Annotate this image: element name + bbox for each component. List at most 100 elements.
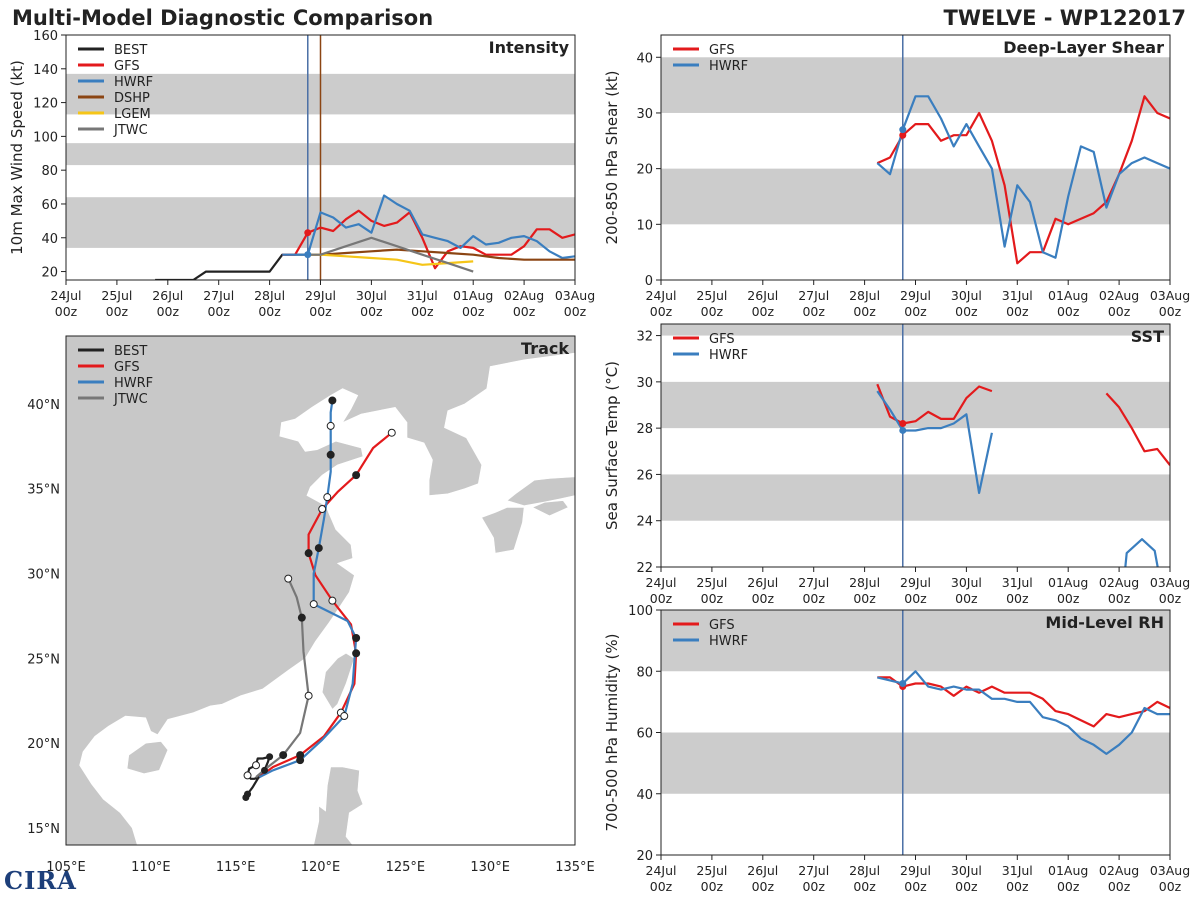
track-hwrf-marker (326, 421, 335, 430)
intensity-series-gfs-1 (282, 209, 575, 270)
sst-xtick-label: 27Jul (798, 575, 829, 590)
sst-legend-label-hwrf: HWRF (709, 348, 748, 363)
land-area-0 (66, 336, 575, 845)
track-gfs-marker (328, 596, 337, 605)
shear-chart: 01020304024Jul00z25Jul00z26Jul00z27Jul00… (603, 34, 1190, 319)
intensity-xtick-sub: 00z (513, 304, 536, 319)
land-area-4 (481, 507, 525, 554)
track-ytick-label: 40°N (27, 398, 60, 413)
intensity-ytick-label: 20 (41, 266, 58, 281)
track-frame (65, 335, 576, 846)
rh-init-point-hwrf (899, 680, 907, 687)
intensity-ytick-label: 80 (41, 164, 58, 179)
shear-ytick-label: 0 (645, 274, 653, 289)
intensity-series-best-0 (155, 253, 308, 280)
rh-xtick-label: 02Aug (1099, 863, 1139, 878)
track-gfs-marker (318, 505, 327, 514)
track-jtwc-marker (297, 613, 306, 622)
shear-xtick-sub: 00z (904, 304, 927, 319)
intensity-xtick-label: 03Aug (555, 288, 595, 303)
track-legend-label-gfs: GFS (114, 360, 140, 375)
rh-xtick-sub: 00z (955, 879, 978, 894)
rh-xtick-label: 25Jul (696, 863, 727, 878)
cira-logo: CIRA (4, 866, 77, 895)
shear-xtick-label: 28Jul (849, 288, 880, 303)
rh-xtick-label: 26Jul (747, 863, 778, 878)
intensity-ytick-label: 40 (41, 232, 58, 247)
sst-chart: 22242628303224Jul00z25Jul00z26Jul00z27Ju… (603, 323, 1190, 606)
rh-ytick-label: 40 (636, 788, 653, 803)
shear-xtick-sub: 00z (1108, 304, 1131, 319)
land-area-1 (126, 741, 169, 775)
track-hwrf-marker (296, 756, 305, 765)
intensity-ytick-label: 100 (33, 130, 58, 145)
track-gfs-marker (352, 471, 361, 480)
sst-xtick-sub: 00z (1006, 591, 1029, 606)
shear-series-group (876, 95, 1170, 265)
sst-xtick-label: 31Jul (1002, 575, 1033, 590)
land-area-2 (321, 652, 355, 710)
shear-legend-label-hwrf: HWRF (709, 59, 748, 74)
shear-xtick-label: 27Jul (798, 288, 829, 303)
rh-xtick-label: 28Jul (849, 863, 880, 878)
sst-init-point-gfs (899, 420, 907, 428)
track-ytick-label: 30°N (27, 568, 60, 583)
intensity-legend-label-hwrf: HWRF (114, 75, 153, 90)
intensity-ytick-label: 140 (33, 63, 58, 78)
rh-xtick-label: 01Aug (1048, 863, 1088, 878)
rh-xtick-label: 31Jul (1002, 863, 1033, 878)
track-map-layer (66, 336, 575, 845)
track-best-marker (243, 771, 252, 780)
shear-xtick-label: 29Jul (900, 288, 931, 303)
intensity-ytick-label: 160 (33, 29, 58, 44)
shear-series-gfs-0 (876, 95, 1170, 265)
sst-xtick-sub: 00z (752, 591, 775, 606)
track-ytick-label: 25°N (27, 652, 60, 667)
sst-xtick-label: 29Jul (900, 575, 931, 590)
intensity-xtick-label: 24Jul (51, 288, 82, 303)
sst-xtick-sub: 00z (955, 591, 978, 606)
sst-ytick-label: 24 (636, 515, 653, 530)
intensity-ylabel: 10m Max Wind Speed (kt) (8, 60, 26, 255)
shear-xtick-label: 02Aug (1099, 288, 1139, 303)
track-jtwc-marker (279, 751, 288, 760)
rh-series-hwrf-1 (877, 670, 1170, 756)
sst-series-hwrf-2 (876, 390, 993, 494)
rh-xtick-sub: 00z (904, 879, 927, 894)
sst-ytick-label: 32 (636, 330, 653, 345)
track-hwrf-marker (328, 396, 337, 405)
intensity-ytick-label: 120 (33, 97, 58, 112)
track-hwrf-marker (340, 712, 349, 721)
intensity-xtick-sub: 00z (55, 304, 78, 319)
intensity-series-hwrf-2 (282, 194, 575, 260)
intensity-xtick-label: 27Jul (203, 288, 234, 303)
track-xtick-label: 110°E (131, 860, 171, 875)
rh-xtick-label: 24Jul (646, 863, 677, 878)
rh-band-0 (661, 732, 1170, 794)
shear-xtick-sub: 00z (1159, 304, 1182, 319)
sst-band-2 (661, 324, 1170, 336)
sst-title: SST (1131, 327, 1164, 346)
sst-init-point-hwrf (899, 426, 907, 434)
intensity-series-jtwc-5 (307, 236, 474, 273)
shear-xtick-sub: 00z (802, 304, 825, 319)
intensity-xtick-label: 25Jul (101, 288, 132, 303)
track-title: Track (521, 339, 569, 358)
shear-init-point-hwrf (899, 126, 907, 134)
track-best-marker (252, 761, 261, 770)
sst-xtick-label: 28Jul (849, 575, 880, 590)
intensity-xtick-label: 31Jul (407, 288, 438, 303)
track-best-marker (266, 753, 274, 761)
track-hwrf-marker (314, 544, 323, 553)
shear-xtick-sub: 00z (701, 304, 724, 319)
track-gfs-marker (387, 428, 396, 437)
intensity-series-dshp-3 (307, 248, 575, 261)
rh-ytick-label: 80 (636, 665, 653, 680)
rh-xtick-sub: 00z (701, 879, 724, 894)
shear-xtick-sub: 00z (752, 304, 775, 319)
sst-xtick-sub: 00z (1108, 591, 1131, 606)
sst-series-hwrf-3 (1124, 538, 1159, 567)
sst-xtick-label: 01Aug (1048, 575, 1088, 590)
shear-ytick-label: 40 (636, 51, 653, 66)
track-hwrf-marker (323, 493, 332, 502)
